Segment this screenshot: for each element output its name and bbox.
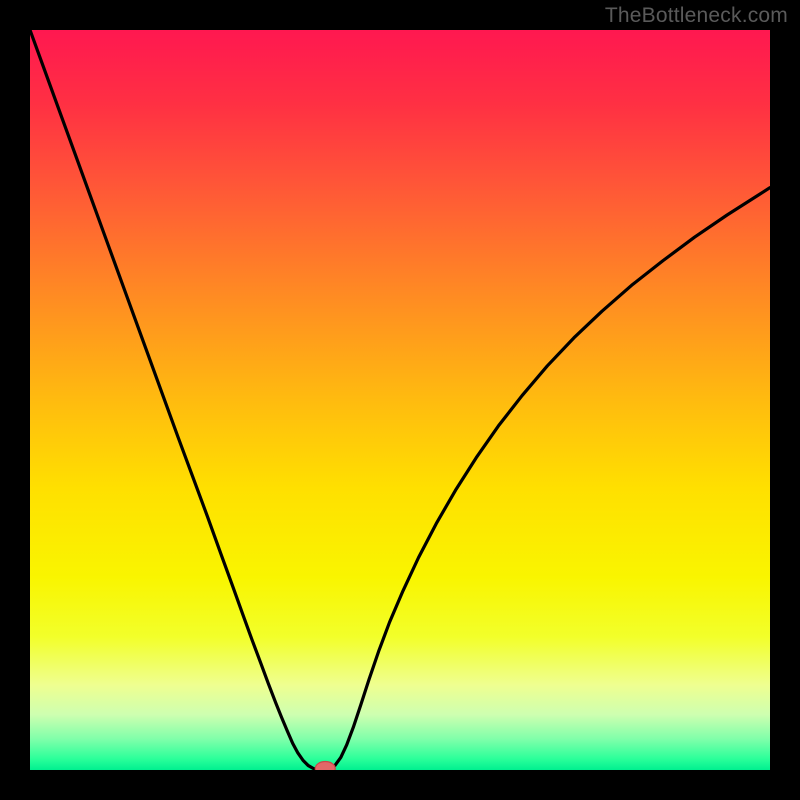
bottleneck-curve	[30, 30, 770, 770]
chart-overlay	[30, 30, 770, 770]
bottleneck-chart	[30, 30, 770, 770]
minimum-marker	[315, 762, 335, 770]
watermark-text: TheBottleneck.com	[605, 4, 788, 28]
